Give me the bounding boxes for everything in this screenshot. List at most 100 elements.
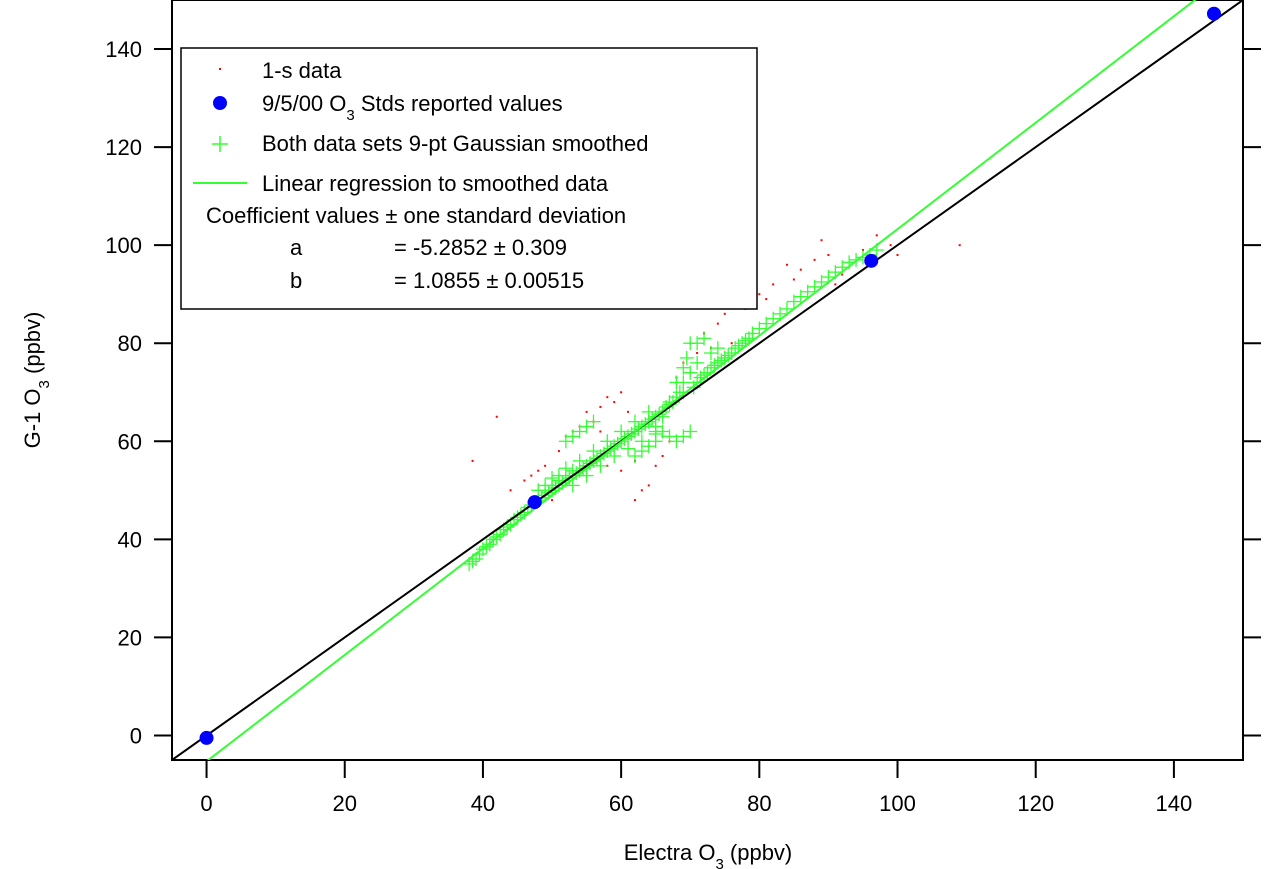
x-tick-label: 60 <box>609 791 633 816</box>
raw-data-point <box>841 273 844 276</box>
raw-data-point <box>723 312 726 315</box>
raw-data-point <box>661 455 664 457</box>
smoothed-data-point <box>586 414 601 429</box>
raw-data-point <box>585 410 588 413</box>
x-tick-label: 80 <box>747 791 771 816</box>
raw-data-point <box>471 459 474 462</box>
plot-frame <box>171 0 1244 761</box>
standard-point <box>1206 6 1221 21</box>
raw-data-point <box>827 253 830 256</box>
legend-label-fit: Linear regression to smoothed data <box>262 171 609 196</box>
x-axis-title-tail: (ppbv) <box>724 840 792 865</box>
legend-label-stds-sub: 3 <box>346 107 354 124</box>
y-tick-label: 0 <box>130 723 142 748</box>
standard-point <box>864 253 879 268</box>
raw-data-point <box>551 499 554 502</box>
legend-coef-header: Coefficient values ± one standard deviat… <box>206 203 626 228</box>
smoothed-data-point <box>683 424 698 439</box>
smoothed-data-point <box>565 478 580 493</box>
y-axis-title: G-1 O3 (ppbv) <box>20 312 53 449</box>
y-axis-title-sub: 3 <box>36 380 53 388</box>
series-o3-stds <box>199 6 1221 745</box>
raw-data-point <box>544 464 547 467</box>
raw-data-point <box>889 244 892 247</box>
y-tick-label: 120 <box>105 135 142 160</box>
raw-data-point <box>765 298 768 301</box>
legend-marker-smoothed <box>212 136 228 152</box>
raw-data-point <box>606 396 609 399</box>
smoothed-data-point <box>593 458 608 473</box>
smoothed-data-point <box>648 424 663 439</box>
raw-data-point <box>958 244 961 247</box>
legend-label-stds: 9/5/00 O3 Stds reported values <box>262 91 563 124</box>
plot-area <box>172 0 1243 760</box>
smoothed-data-point <box>683 365 698 380</box>
legend-label-stds-tail: Stds reported values <box>355 91 563 116</box>
y-tick-label: 40 <box>118 527 142 552</box>
reference-lines <box>172 0 1243 760</box>
raw-data-point <box>537 469 540 472</box>
raw-data-point <box>495 415 498 418</box>
smoothed-data-point <box>579 468 594 483</box>
standard-point <box>527 495 542 510</box>
x-axis-title: Electra O3 (ppbv) <box>624 840 793 869</box>
raw-data-point <box>792 278 795 281</box>
raw-data-point <box>875 234 878 237</box>
legend-box <box>180 47 758 310</box>
y-axis-title-main: G-1 O <box>20 388 45 448</box>
legend-label-raw: 1-s data <box>262 58 342 83</box>
raw-data-point <box>620 469 623 472</box>
smoothed-data-point <box>697 331 712 346</box>
raw-data-point <box>633 499 636 502</box>
regression-line <box>206 0 1197 760</box>
raw-data-point <box>523 479 526 482</box>
legend: 1-s data 9/5/00 O3 Stds reported values … <box>180 47 758 310</box>
raw-data-point <box>530 474 533 477</box>
raw-data-point <box>627 410 630 413</box>
raw-data-point <box>896 253 899 256</box>
standard-point <box>199 730 214 745</box>
legend-coef-b-value: = 1.0855 ± 0.00515 <box>394 268 584 293</box>
raw-data-point <box>820 239 823 242</box>
y-tick-label: 60 <box>118 429 142 454</box>
legend-label-stds-main: 9/5/00 O <box>262 91 346 116</box>
y-tick-label: 20 <box>118 625 142 650</box>
raw-data-point <box>861 249 864 252</box>
smoothed-data-point <box>690 355 705 370</box>
x-tick-label: 20 <box>332 791 356 816</box>
x-tick-label: 120 <box>1017 791 1054 816</box>
x-tick-label: 100 <box>879 791 916 816</box>
legend-label-smoothed: Both data sets 9-pt Gaussian smoothed <box>262 131 648 156</box>
x-tick-label: 140 <box>1156 791 1193 816</box>
x-tick-label: 0 <box>200 791 212 816</box>
raw-data-point <box>557 450 560 453</box>
x-axis-title-main: Electra O <box>624 840 716 865</box>
legend-marker-stds <box>213 96 227 110</box>
legend-coef-b-name: b <box>290 268 302 293</box>
legend-coef-a-value: = -5.2852 ± 0.309 <box>394 235 567 260</box>
y-tick-label: 100 <box>105 233 142 258</box>
raw-data-point <box>647 484 650 487</box>
raw-data-point <box>772 283 775 286</box>
smoothed-data-point <box>679 350 694 365</box>
raw-data-point <box>799 268 802 271</box>
smoothed-data-point <box>710 341 725 356</box>
raw-data-point <box>620 391 623 394</box>
axis-ticks: 0 20 40 60 80 100 120 140 0 20 40 60 80 100 120 140 <box>105 37 1261 816</box>
raw-data-point <box>696 352 699 355</box>
raw-data-point <box>599 405 602 408</box>
x-tick-label: 40 <box>471 791 495 816</box>
raw-data-point <box>730 342 733 345</box>
raw-data-point <box>599 430 602 433</box>
y-tick-label: 140 <box>105 37 142 62</box>
raw-data-point <box>785 263 788 266</box>
y-axis-title-tail: (ppbv) <box>20 312 45 380</box>
legend-marker-raw <box>219 68 221 70</box>
raw-data-point <box>640 489 643 492</box>
raw-data-point <box>834 283 837 286</box>
identity-line <box>172 0 1243 760</box>
raw-data-point <box>813 258 816 261</box>
smoothed-data-point <box>607 449 622 463</box>
legend-coef-a-name: a <box>290 235 303 260</box>
